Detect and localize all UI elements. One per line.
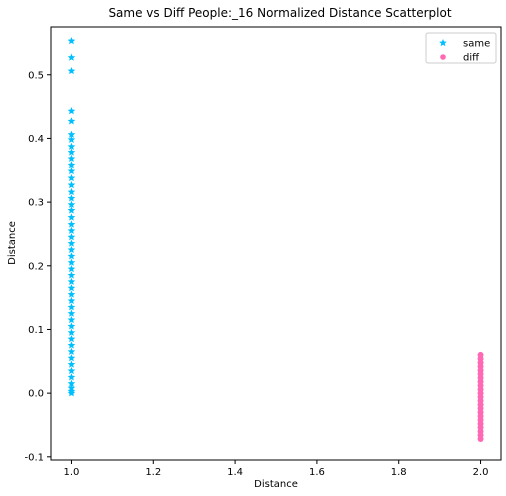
same-star-point — [67, 328, 76, 336]
same-star-point — [67, 53, 76, 61]
x-tick-label: 1.4 — [227, 467, 243, 478]
y-tick-label: 0.5 — [28, 70, 44, 81]
chart-title: Same vs Diff People:_16 Normalized Dista… — [108, 6, 451, 20]
same-star-point — [67, 161, 76, 169]
y-tick-label: -0.1 — [24, 452, 44, 463]
same-star-point — [67, 220, 76, 228]
same-star-point — [67, 148, 76, 156]
same-star-point — [67, 360, 76, 368]
same-star-point — [67, 66, 76, 75]
same-star-point — [67, 226, 76, 234]
same-star-point — [67, 173, 76, 182]
y-tick-label: 0.4 — [28, 134, 44, 145]
same-star-point — [67, 264, 76, 273]
y-axis: -0.1 0.0 0.1 0.2 0.3 0.4 0.5 — [24, 70, 51, 463]
same-star-point — [67, 239, 76, 247]
same-star-point — [67, 277, 76, 285]
same-star-point — [67, 213, 76, 221]
legend-circle-icon — [440, 54, 446, 60]
same-star-point — [67, 335, 76, 343]
y-axis-label: Distance — [7, 221, 18, 265]
legend-star-icon — [439, 39, 447, 47]
diff-circle-point — [477, 435, 484, 442]
x-tick-label: 1.0 — [64, 467, 80, 478]
legend-label: same — [463, 39, 490, 50]
same-star-point — [67, 206, 76, 214]
same-star-point — [67, 180, 76, 189]
x-axis: 1.0 1.2 1.4 1.6 1.8 2.0 — [64, 460, 489, 478]
same-star-point — [67, 366, 76, 375]
same-star-point — [67, 284, 76, 292]
same-star-point — [67, 271, 76, 279]
same-star-point — [67, 37, 76, 45]
same-star-point — [67, 303, 76, 311]
legend: same diff — [425, 32, 497, 64]
same-star-point — [67, 354, 76, 362]
same-star-point — [67, 341, 76, 349]
same-star-point — [67, 154, 76, 163]
legend-label: diff — [463, 53, 480, 64]
same-star-point — [67, 373, 76, 381]
same-star-point — [67, 296, 76, 305]
same-star-point — [67, 315, 76, 324]
x-tick-label: 1.2 — [145, 467, 161, 478]
y-tick-label: 0.1 — [28, 325, 44, 336]
plot-area — [50, 26, 502, 461]
x-tick-label: 1.8 — [391, 467, 407, 478]
same-star-point — [67, 322, 76, 330]
same-star-point — [67, 107, 76, 115]
y-tick-label: 0.2 — [28, 261, 44, 272]
same-star-point — [67, 130, 76, 138]
same-star-point — [67, 309, 76, 317]
y-tick-label: 0.3 — [28, 198, 44, 209]
x-axis-label: Distance — [254, 479, 298, 490]
same-star-point — [67, 245, 76, 254]
same-star-point — [67, 389, 76, 397]
same-star-point — [67, 187, 76, 196]
same-star-point — [67, 142, 76, 150]
data-points — [67, 37, 484, 442]
same-star-point — [67, 135, 76, 143]
same-star-point — [67, 233, 76, 241]
same-star-point — [67, 347, 76, 355]
same-star-point — [67, 379, 76, 387]
same-star-point — [67, 117, 76, 125]
same-star-point — [67, 194, 76, 202]
same-star-point — [67, 258, 76, 266]
same-star-point — [67, 252, 76, 260]
same-star-point — [67, 290, 76, 298]
x-tick-label: 1.6 — [309, 467, 325, 478]
y-tick-label: 0.0 — [28, 389, 44, 400]
same-star-point — [67, 166, 76, 175]
x-tick-label: 2.0 — [473, 467, 489, 478]
same-star-point — [67, 200, 76, 208]
